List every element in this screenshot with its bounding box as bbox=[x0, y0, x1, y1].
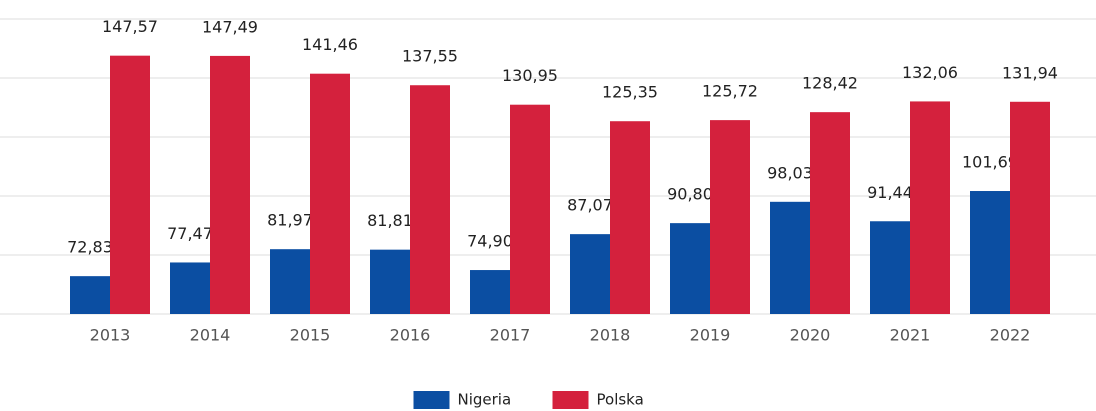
x-tick-label: 2019 bbox=[690, 326, 731, 345]
data-label: 131,94 bbox=[1002, 63, 1058, 82]
data-label: 77,47 bbox=[167, 224, 213, 243]
legend-swatch bbox=[413, 391, 450, 409]
bar bbox=[970, 191, 1010, 314]
x-tick-label: 2021 bbox=[890, 326, 931, 345]
x-tick-label: 2020 bbox=[790, 326, 831, 345]
bar bbox=[110, 55, 150, 315]
data-label: 147,57 bbox=[102, 17, 158, 36]
bar bbox=[910, 101, 950, 314]
bar bbox=[170, 262, 210, 314]
data-label: 128,42 bbox=[802, 74, 858, 93]
x-tick-label: 2022 bbox=[990, 326, 1031, 345]
bar bbox=[310, 73, 350, 315]
data-label: 72,83 bbox=[67, 238, 113, 257]
data-label: 125,35 bbox=[602, 83, 658, 102]
data-label: 91,44 bbox=[867, 183, 913, 202]
legend-swatch bbox=[552, 391, 589, 409]
data-label: 141,46 bbox=[302, 35, 358, 54]
data-label: 90,80 bbox=[667, 185, 713, 204]
bar bbox=[370, 249, 410, 314]
legend-label: Polska bbox=[597, 391, 644, 409]
bar bbox=[810, 112, 850, 314]
bar bbox=[270, 249, 310, 314]
data-label: 132,06 bbox=[902, 63, 958, 82]
bar bbox=[870, 221, 910, 314]
data-label: 101,69 bbox=[962, 153, 1018, 172]
x-tick-label: 2016 bbox=[390, 326, 431, 345]
data-label: 81,81 bbox=[367, 211, 413, 230]
bar bbox=[610, 121, 650, 314]
data-label: 147,49 bbox=[202, 17, 258, 36]
x-tick-label: 2018 bbox=[590, 326, 631, 345]
data-label: 81,97 bbox=[267, 211, 313, 230]
data-label: 87,07 bbox=[567, 196, 613, 215]
bar bbox=[510, 104, 550, 314]
bar bbox=[1010, 101, 1050, 314]
bar bbox=[410, 85, 450, 314]
bar bbox=[770, 201, 810, 314]
bar bbox=[70, 276, 110, 314]
data-label: 125,72 bbox=[702, 82, 758, 101]
x-tick-label: 2014 bbox=[190, 326, 231, 345]
x-tick-label: 2017 bbox=[490, 326, 531, 345]
bar bbox=[470, 270, 510, 314]
legend-label: Nigeria bbox=[458, 391, 512, 409]
x-tick-label: 2015 bbox=[290, 326, 331, 345]
data-label: 130,95 bbox=[502, 66, 558, 85]
x-tick-label: 2013 bbox=[90, 326, 131, 345]
bar bbox=[710, 120, 750, 314]
bar bbox=[670, 223, 710, 314]
data-label: 137,55 bbox=[402, 47, 458, 66]
data-label: 98,03 bbox=[767, 163, 813, 182]
data-label: 74,90 bbox=[467, 232, 513, 251]
bar bbox=[210, 55, 250, 314]
bar bbox=[570, 234, 610, 314]
